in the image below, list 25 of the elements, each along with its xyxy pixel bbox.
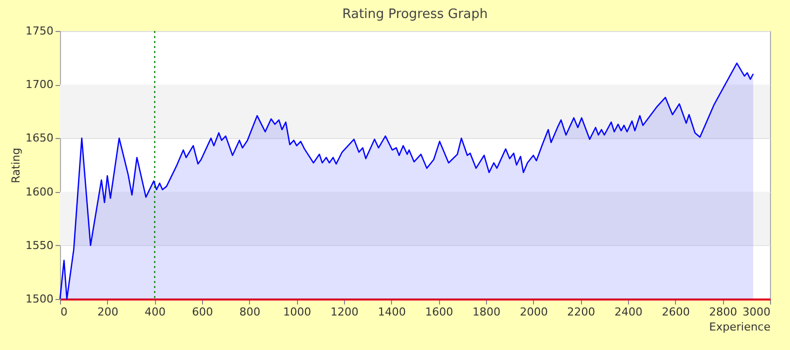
y-axis-title: Rating xyxy=(10,148,23,184)
x-tick-label: 2600 xyxy=(662,306,690,318)
x-tick-label: 2400 xyxy=(614,306,642,318)
x-tick-label: 3000 xyxy=(742,306,770,318)
x-tick-label: 1800 xyxy=(472,306,500,318)
x-tick-label: 200 xyxy=(97,306,118,318)
x-tick-label: 0 xyxy=(60,306,68,318)
x-tick-label: 1600 xyxy=(425,306,454,318)
x-tick-label: 1000 xyxy=(283,306,312,318)
x-tick-label: 1400 xyxy=(378,306,406,318)
y-tick-label: 1650 xyxy=(26,132,54,145)
y-tick-label: 1500 xyxy=(26,292,54,306)
y-tick-label: 1700 xyxy=(26,78,54,92)
x-tick-label: 600 xyxy=(192,306,213,318)
x-tick-label: 2200 xyxy=(567,306,596,318)
chart-title: Rating Progress Graph xyxy=(342,7,488,22)
y-tick-label: 1750 xyxy=(26,24,54,38)
x-axis-title: Experience xyxy=(709,320,771,334)
x-tick-label: 1200 xyxy=(330,306,358,318)
y-tick-label: 1600 xyxy=(26,185,54,198)
x-tick-label: 800 xyxy=(239,306,260,318)
x-tick-label: 400 xyxy=(144,306,166,318)
x-tick-label: 2000 xyxy=(520,306,548,318)
y-tick-label: 1550 xyxy=(26,238,54,252)
x-tick-label: 2800 xyxy=(709,306,738,318)
